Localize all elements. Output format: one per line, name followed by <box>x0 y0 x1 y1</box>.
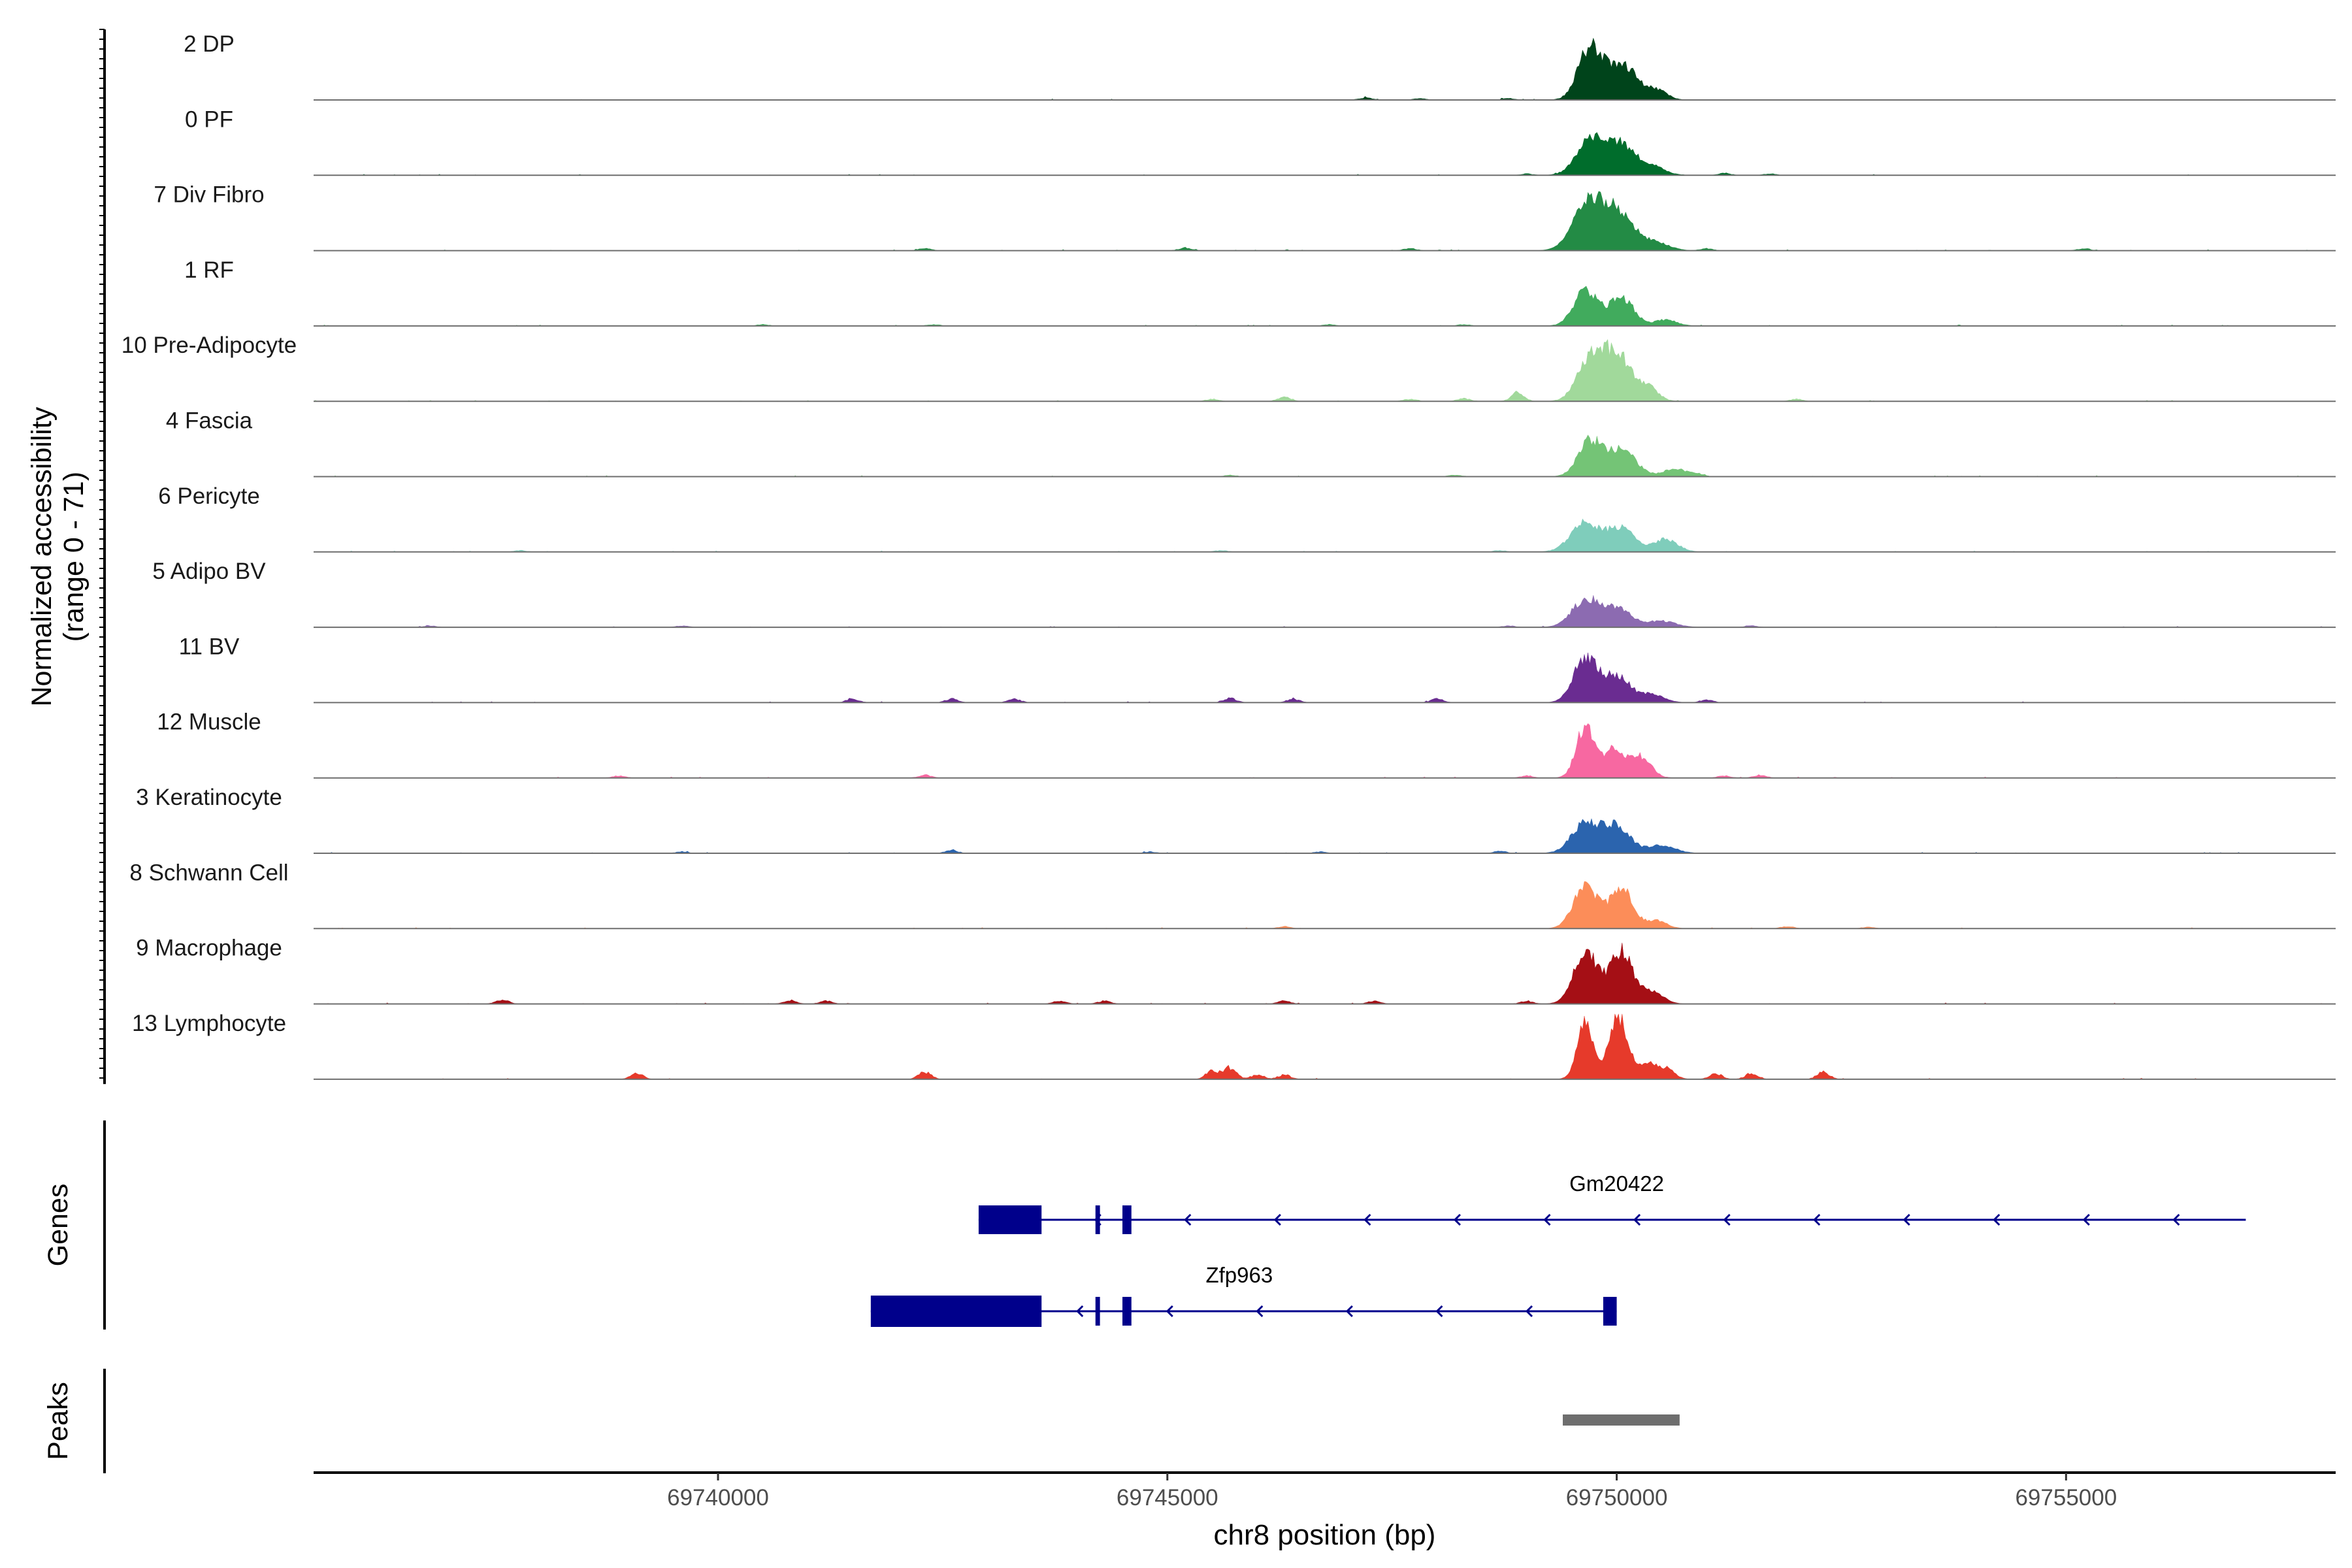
x-tick-label: 69750000 <box>1566 1485 1668 1511</box>
coverage-track: 9 Macrophage <box>136 936 2336 1005</box>
track-label: 4 Fascia <box>166 408 253 434</box>
track-label: 3 Keratinocyte <box>136 785 282 810</box>
track-label: 10 Pre-Adipocyte <box>122 333 297 358</box>
x-tick-label: 69740000 <box>667 1485 769 1511</box>
strand-arrow <box>1166 1305 1173 1318</box>
peaks-panel: Peaks <box>42 1369 1680 1473</box>
gene-label: Zfp963 <box>1205 1263 1273 1287</box>
genes-panel: Genes Gm20422 Zfp963 <box>42 1120 2246 1330</box>
gene-exon <box>1603 1297 1617 1326</box>
track-label: 11 BV <box>179 634 240 659</box>
strand-arrow <box>1525 1305 1533 1318</box>
coverage-track: 2 DP <box>184 31 2336 101</box>
coverage-track: 7 Div Fibro <box>154 182 2336 252</box>
track-label: 9 Macrophage <box>136 936 282 961</box>
strand-arrow <box>1633 1213 1641 1226</box>
strand-arrow <box>1076 1305 1084 1318</box>
coverage-track: 12 Muscle <box>157 710 2336 779</box>
strand-arrow <box>1903 1213 1910 1226</box>
coverage-track: 8 Schwann Cell <box>129 860 2336 930</box>
coverage-track: 3 Keratinocyte <box>136 785 2336 854</box>
track-label: 2 DP <box>184 31 235 57</box>
strand-arrow <box>1813 1213 1821 1226</box>
gene-exon <box>870 1296 1042 1327</box>
coverage-track: 13 Lymphocyte <box>132 1011 2336 1080</box>
x-axis: 69740000 69745000 69750000 69755000 chr8 pos… <box>314 1471 2336 1551</box>
track-label: 5 Adipo BV <box>152 559 266 584</box>
x-axis-title: chr8 position (bp) <box>1214 1519 1436 1551</box>
gene-exon <box>1122 1297 1132 1326</box>
track-label: 6 Pericyte <box>158 483 260 509</box>
gene-model: Gm20422 <box>978 1171 2246 1234</box>
strand-arrow <box>1273 1213 1281 1226</box>
coverage-tracks: 2 DP 0 PF 7 Div Fibro 1 RF 10 Pre-Adipocyte 4… <box>122 31 2336 1080</box>
gene-exon <box>1095 1205 1100 1234</box>
y-axis-range-label: (range 0 - 71) <box>58 472 90 642</box>
coverage-y-axis: Normalized accessibility (range 0 - 71) <box>26 29 106 1085</box>
strand-arrow <box>1453 1213 1462 1226</box>
coverage-track: 1 RF <box>184 257 2336 327</box>
track-label: 0 PF <box>185 106 233 132</box>
strand-arrow <box>1364 1213 1371 1226</box>
strand-arrow <box>1345 1305 1353 1318</box>
coverage-track: 6 Pericyte <box>158 483 2336 553</box>
gene-exon <box>1122 1205 1132 1234</box>
strand-arrow <box>1435 1305 1443 1318</box>
strand-arrow <box>1256 1305 1264 1318</box>
genes-panel-title: Genes <box>42 1184 74 1267</box>
strand-arrow <box>1993 1213 2001 1226</box>
gene-model: Zfp963 <box>870 1263 1617 1327</box>
track-label: 13 Lymphocyte <box>132 1011 286 1036</box>
track-label: 12 Muscle <box>157 710 261 735</box>
coverage-track: 4 Fascia <box>166 408 2336 478</box>
x-tick-label: 69745000 <box>1117 1485 1218 1511</box>
coverage-track: 10 Pre-Adipocyte <box>122 333 2336 402</box>
strand-arrow <box>1543 1213 1551 1226</box>
track-label: 8 Schwann Cell <box>129 860 288 885</box>
peak-region <box>1563 1414 1680 1426</box>
strand-arrow <box>2172 1213 2180 1226</box>
gene-label: Gm20422 <box>1569 1171 1664 1196</box>
coverage-track: 11 BV <box>179 634 2336 704</box>
strand-arrow <box>1723 1213 1731 1226</box>
y-axis-title: Normalized accessibility <box>26 406 57 706</box>
strand-arrow <box>2082 1213 2090 1226</box>
gene-exon <box>978 1205 1042 1234</box>
coverage-track: 5 Adipo BV <box>152 559 2336 629</box>
gene-exon <box>1095 1297 1100 1326</box>
strand-arrow <box>1184 1213 1192 1226</box>
track-label: 7 Div Fibro <box>154 182 264 208</box>
x-tick-label: 69755000 <box>2015 1485 2117 1511</box>
peaks-panel-title: Peaks <box>42 1382 74 1460</box>
track-label: 1 RF <box>184 257 234 283</box>
coverage-track: 0 PF <box>185 106 2336 176</box>
